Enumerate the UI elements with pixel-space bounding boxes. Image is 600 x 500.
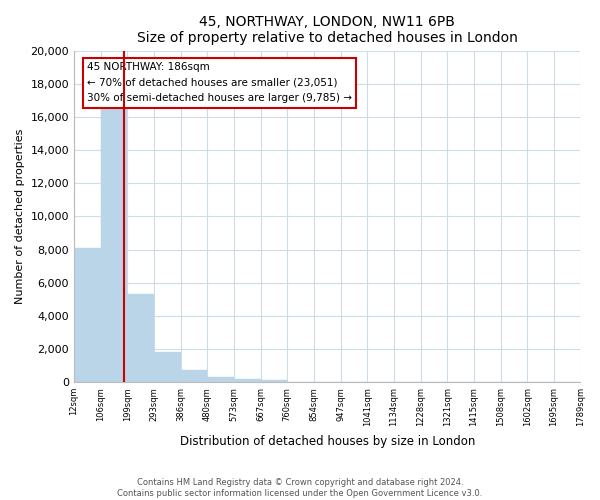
Text: 45 NORTHWAY: 186sqm
← 70% of detached houses are smaller (23,051)
30% of semi-de: 45 NORTHWAY: 186sqm ← 70% of detached ho…	[87, 62, 352, 104]
Bar	[101, 108, 127, 382]
Y-axis label: Number of detached properties: Number of detached properties	[15, 128, 25, 304]
X-axis label: Distribution of detached houses by size in London: Distribution of detached houses by size …	[179, 434, 475, 448]
Bar	[154, 352, 181, 382]
Bar	[234, 379, 260, 382]
Text: Contains HM Land Registry data © Crown copyright and database right 2024.
Contai: Contains HM Land Registry data © Crown c…	[118, 478, 482, 498]
Bar	[208, 377, 234, 382]
Bar	[74, 248, 101, 382]
Bar	[127, 294, 154, 382]
Bar	[260, 380, 287, 382]
Title: 45, NORTHWAY, LONDON, NW11 6PB
Size of property relative to detached houses in L: 45, NORTHWAY, LONDON, NW11 6PB Size of p…	[137, 15, 518, 45]
Bar	[181, 370, 208, 382]
